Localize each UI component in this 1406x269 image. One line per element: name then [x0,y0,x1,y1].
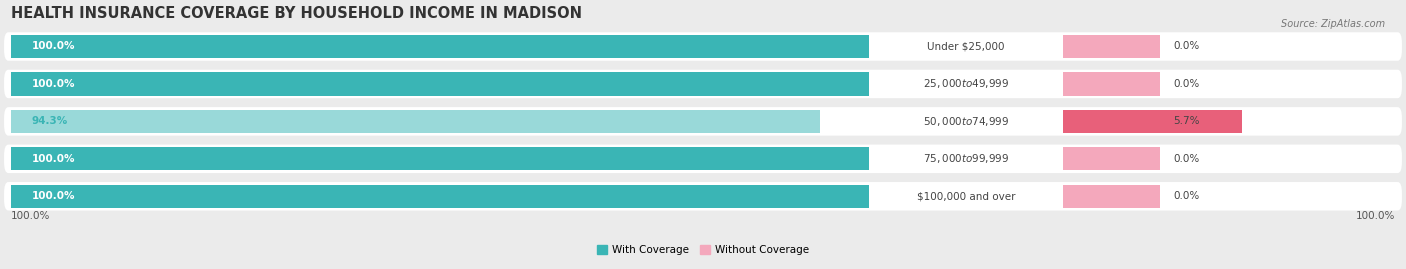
FancyBboxPatch shape [4,32,1402,61]
Text: 100.0%: 100.0% [1355,211,1395,221]
Bar [1063,185,1160,208]
FancyBboxPatch shape [4,145,1402,173]
Legend: With Coverage, Without Coverage: With Coverage, Without Coverage [592,241,814,259]
Text: Under $25,000: Under $25,000 [927,41,1005,51]
Bar [11,185,869,208]
Text: 100.0%: 100.0% [11,211,51,221]
Text: 5.7%: 5.7% [1174,116,1201,126]
Text: 0.0%: 0.0% [1174,41,1199,51]
Text: 0.0%: 0.0% [1174,191,1199,201]
Bar [1063,35,1160,58]
Bar [1063,110,1243,133]
Text: 0.0%: 0.0% [1174,154,1199,164]
Bar [11,110,820,133]
Text: 100.0%: 100.0% [32,41,76,51]
Text: 94.3%: 94.3% [32,116,67,126]
Text: $50,000 to $74,999: $50,000 to $74,999 [922,115,1010,128]
Text: 100.0%: 100.0% [32,154,76,164]
Text: 100.0%: 100.0% [32,191,76,201]
Text: Source: ZipAtlas.com: Source: ZipAtlas.com [1281,19,1385,29]
Text: 0.0%: 0.0% [1174,79,1199,89]
Bar [1063,72,1160,95]
FancyBboxPatch shape [4,182,1402,211]
Bar [11,72,869,95]
Bar [11,147,869,171]
Text: $100,000 and over: $100,000 and over [917,191,1015,201]
FancyBboxPatch shape [4,107,1402,136]
Bar [11,35,869,58]
Text: $25,000 to $49,999: $25,000 to $49,999 [922,77,1010,90]
FancyBboxPatch shape [4,70,1402,98]
Text: $75,000 to $99,999: $75,000 to $99,999 [922,152,1010,165]
Text: HEALTH INSURANCE COVERAGE BY HOUSEHOLD INCOME IN MADISON: HEALTH INSURANCE COVERAGE BY HOUSEHOLD I… [11,6,582,20]
Bar [1063,147,1160,171]
Text: 100.0%: 100.0% [32,79,76,89]
